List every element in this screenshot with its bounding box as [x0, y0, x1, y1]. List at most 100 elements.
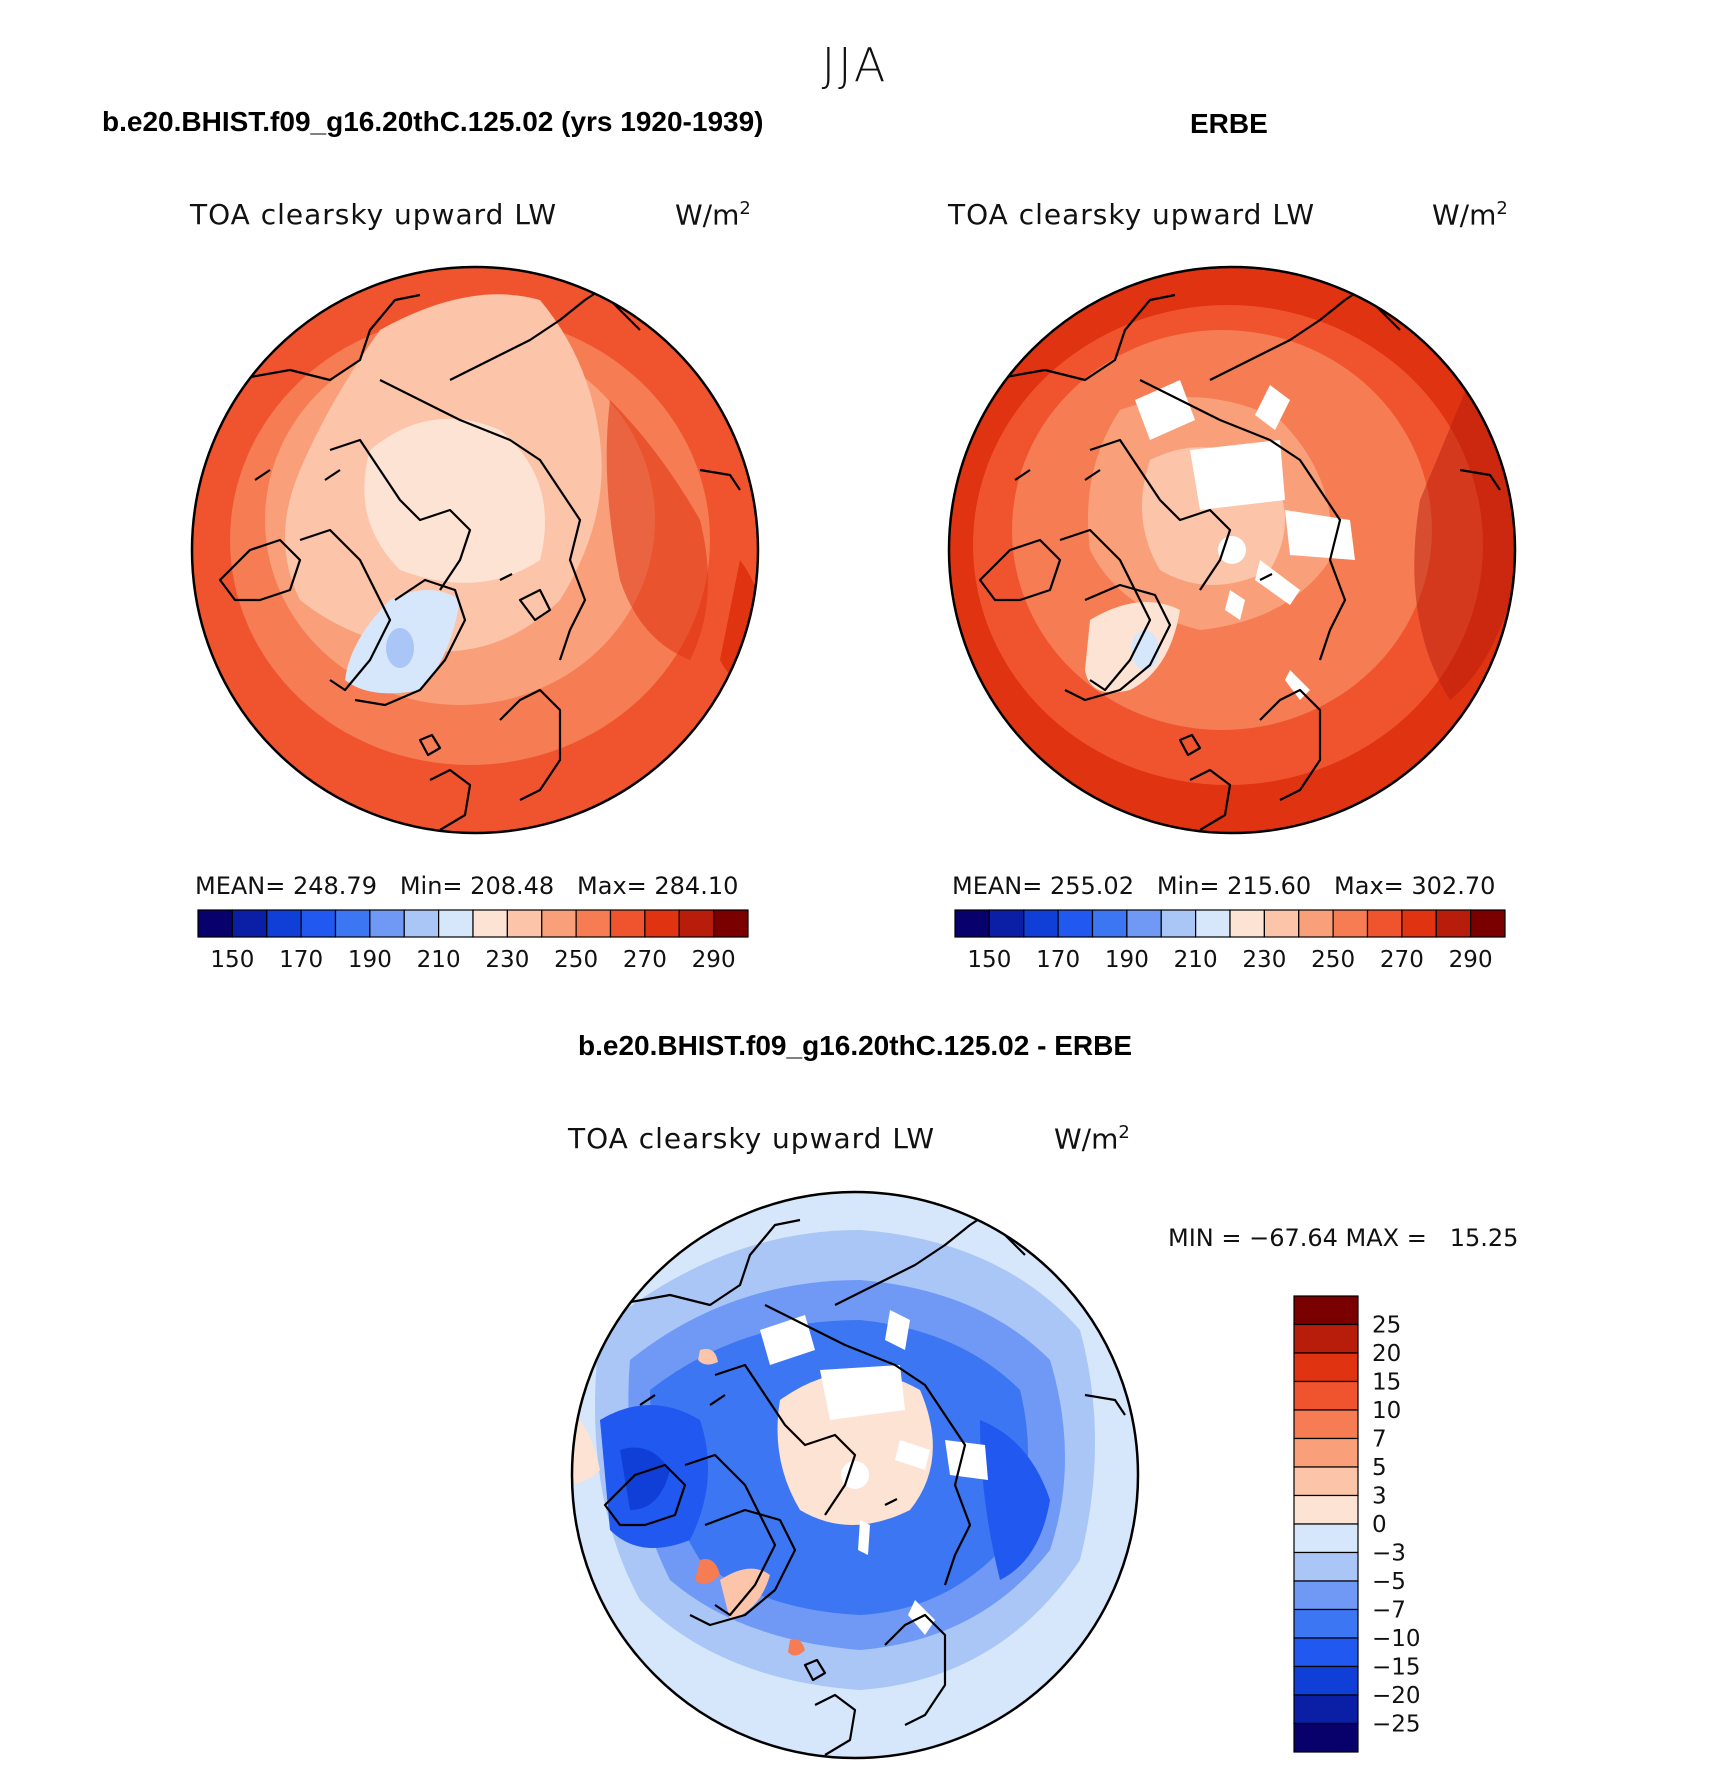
diff-colorbar-tick-label: 7 — [1372, 1427, 1387, 1453]
diff-colorbar-box — [1293, 1437, 1359, 1468]
diff-colorbar-box — [1293, 1551, 1359, 1582]
figure-title: JJA — [821, 38, 889, 92]
model-colorbar-tick-label: 270 — [623, 947, 667, 973]
obs-colorbar-box — [1263, 909, 1300, 938]
diff-colorbar-box — [1293, 1352, 1359, 1383]
obs-map-border — [947, 265, 1517, 835]
obs-colorbar-box — [1195, 909, 1231, 938]
model-colorbar-tick-label: 150 — [210, 947, 254, 973]
diff-units-label: W/m2 — [1054, 1122, 1130, 1155]
diff-colorbar-box — [1293, 1665, 1359, 1696]
obs-variable-label: TOA clearsky upward LW — [948, 198, 1316, 231]
obs-colorbar-box — [1023, 909, 1059, 938]
diff-colorbar-tick-label: −25 — [1372, 1712, 1421, 1738]
obs-colorbar-tick-label: 150 — [967, 947, 1011, 973]
model-colorbar-tick-label: 250 — [554, 947, 598, 973]
obs-colorbar-tick-label: 190 — [1105, 947, 1149, 973]
obs-panel-title: ERBE — [1190, 108, 1268, 139]
model-colorbar: 150 170 190 210 230 250 270 290 — [197, 909, 749, 973]
obs-colorbar-box — [1091, 909, 1128, 938]
obs-stats: MEAN= 255.02 Min= 215.60 Max= 302.70 — [952, 872, 1496, 900]
model-colorbar-box — [369, 909, 405, 938]
obs-colorbar-box — [1229, 909, 1265, 938]
diff-units-sup: 2 — [1118, 1122, 1130, 1143]
model-stats: MEAN= 248.79 Min= 208.48 Max= 284.10 — [195, 872, 739, 900]
obs-units-label: W/m2 — [1432, 198, 1508, 231]
diff-colorbar-box — [1293, 1380, 1359, 1411]
model-colorbar-tick-label: 210 — [417, 947, 461, 973]
diff-colorbar-tick-label: −3 — [1372, 1541, 1406, 1567]
model-colorbar-tick-label: 290 — [692, 947, 736, 973]
diff-colorbar-tick-label: 15 — [1372, 1370, 1401, 1396]
diff-colorbar-tick-label: 25 — [1372, 1313, 1401, 1339]
diff-polar-map — [572, 1192, 1138, 1758]
diff-stats: MIN = −67.64 MAX = 15.25 — [1168, 1224, 1519, 1252]
diff-colorbar-tick-label: 5 — [1372, 1455, 1387, 1481]
diff-colorbar-tick-label: −5 — [1372, 1569, 1406, 1595]
obs-colorbar-box — [1057, 909, 1094, 938]
obs-colorbar: 150 170 190 210 230 250 270 290 — [954, 909, 1506, 973]
model-units-base: W/m — [675, 198, 740, 232]
model-colorbar-box — [713, 909, 749, 938]
model-colorbar-box — [300, 909, 337, 938]
model-colorbar-tick-label: 170 — [279, 947, 323, 973]
model-units-sup: 2 — [739, 198, 751, 219]
obs-colorbar-box — [1332, 909, 1369, 938]
diff-colorbar-box — [1293, 1694, 1359, 1725]
model-colorbar-box — [438, 909, 474, 938]
model-colorbar-box — [541, 909, 577, 938]
diff-colorbar-box — [1293, 1608, 1359, 1639]
diff-colorbar-box — [1293, 1494, 1359, 1525]
model-units-label: W/m2 — [675, 198, 751, 231]
diff-colorbar-tick-label: 10 — [1372, 1398, 1401, 1424]
obs-colorbar-box — [988, 909, 1025, 938]
model-colorbar-box — [197, 909, 233, 938]
diff-colorbar-tick-label: 3 — [1372, 1484, 1387, 1510]
diff-colorbar-box — [1293, 1323, 1359, 1354]
diff-variable-label: TOA clearsky upward LW — [568, 1122, 936, 1155]
model-variable-label: TOA clearsky upward LW — [190, 198, 558, 231]
diff-panel-title: b.e20.BHIST.f09_g16.20thC.125.02 - ERBE — [577, 1030, 1132, 1061]
diff-colorbar-box — [1293, 1580, 1359, 1611]
model-colorbar-box — [472, 909, 508, 938]
diff-colorbar-box — [1293, 1523, 1359, 1554]
obs-colorbar-box — [954, 909, 990, 938]
obs-colorbar-box — [1298, 909, 1334, 938]
model-colorbar-tick-label: 190 — [348, 947, 392, 973]
diff-colorbar-box — [1293, 1295, 1359, 1326]
obs-polar-map — [949, 267, 1515, 833]
diff-colorbar-tick-label: −7 — [1372, 1598, 1406, 1624]
obs-colorbar-tick-label: 250 — [1311, 947, 1355, 973]
model-colorbar-box — [575, 909, 612, 938]
diff-colorbar-box — [1293, 1637, 1359, 1668]
model-colorbar-box — [609, 909, 646, 938]
obs-colorbar-box — [1435, 909, 1472, 938]
obs-colorbar-tick-label: 210 — [1174, 947, 1218, 973]
diff-colorbar-box — [1293, 1722, 1359, 1753]
diff-units-base: W/m — [1054, 1122, 1119, 1156]
model-panel-title: b.e20.BHIST.f09_g16.20thC.125.02 (yrs 19… — [102, 106, 764, 137]
model-map-border — [190, 265, 760, 835]
obs-colorbar-box — [1401, 909, 1437, 938]
obs-colorbar-tick-label: 170 — [1036, 947, 1080, 973]
diff-colorbar-box — [1293, 1466, 1359, 1497]
obs-colorbar-box — [1470, 909, 1506, 938]
model-colorbar-box — [678, 909, 715, 938]
model-polar-map — [192, 267, 758, 833]
diff-colorbar-box — [1293, 1409, 1359, 1440]
diff-colorbar-tick-label: −20 — [1372, 1683, 1421, 1709]
diff-colorbar-tick-label: −15 — [1372, 1655, 1421, 1681]
obs-colorbar-box — [1126, 909, 1162, 938]
obs-colorbar-box — [1366, 909, 1403, 938]
diff-map-border — [570, 1190, 1140, 1760]
obs-colorbar-tick-label: 290 — [1449, 947, 1493, 973]
obs-colorbar-box — [1160, 909, 1197, 938]
diff-colorbar-tick-label: 20 — [1372, 1341, 1401, 1367]
obs-colorbar-tick-label: 230 — [1242, 947, 1286, 973]
model-colorbar-box — [231, 909, 268, 938]
model-colorbar-tick-label: 230 — [485, 947, 529, 973]
model-colorbar-box — [644, 909, 680, 938]
model-colorbar-box — [403, 909, 440, 938]
